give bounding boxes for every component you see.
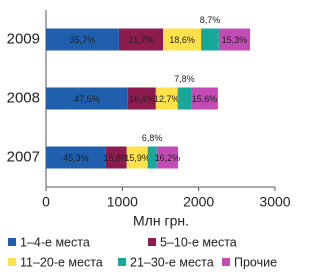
bar-segment <box>118 28 164 51</box>
bar-segment <box>201 28 219 51</box>
bar-segment <box>163 28 202 51</box>
bar-segment <box>218 28 250 51</box>
share-label: 15,8% <box>103 153 129 163</box>
share-label: 21,7% <box>128 35 154 45</box>
share-label: 18,6% <box>169 35 195 45</box>
share-label: 15,6% <box>192 94 218 104</box>
x-tick-label: 1000 <box>107 194 138 210</box>
bar-segment <box>46 146 106 169</box>
legend-label: 21–30-е места <box>130 255 214 269</box>
share-label: 16,2% <box>155 153 181 163</box>
share-label: 6,8% <box>142 133 163 143</box>
bar-segment <box>156 146 179 169</box>
legend-swatch <box>8 238 16 246</box>
legend-swatch <box>118 258 126 266</box>
share-label: 12,7% <box>154 94 180 104</box>
legend-label: 1–4-е места <box>20 235 90 249</box>
x-tick-label: 2000 <box>183 194 214 210</box>
legend-swatch <box>8 258 16 266</box>
bar-segment <box>126 146 148 169</box>
share-label: 47,5% <box>74 94 100 104</box>
chart: Млн грн. 0 1000 2000 3000 2009 35,7% 21,7% 18,6… <box>7 10 291 269</box>
x-tick-label: 3000 <box>259 194 290 210</box>
bar-segment <box>147 146 157 169</box>
x-tick-label: 0 <box>42 194 50 210</box>
share-label: 7,8% <box>174 74 195 84</box>
bar-segment <box>155 87 178 110</box>
y-tick-label: 2007 <box>7 148 40 165</box>
share-label: 15,9% <box>124 153 150 163</box>
share-label: 16,4% <box>129 94 155 104</box>
bar-segment <box>46 87 128 110</box>
bar-segment <box>127 87 156 110</box>
legend-label: Прочие <box>234 255 277 269</box>
bar-segment <box>105 146 127 169</box>
share-label: 45,3% <box>63 153 89 163</box>
bar-segment <box>177 87 192 110</box>
legend-label: 5–10-е места <box>160 235 237 249</box>
y-tick-label: 2008 <box>7 89 40 106</box>
bar-segment <box>191 87 218 110</box>
legend-swatch <box>222 258 230 266</box>
bar-segment <box>46 28 119 51</box>
share-label: 15,3% <box>222 35 248 45</box>
legend-swatch <box>148 238 156 246</box>
y-tick-label: 2009 <box>7 30 40 47</box>
x-axis-title: Млн грн. <box>133 213 189 229</box>
share-label: 8,7% <box>200 15 221 25</box>
legend-label: 11–20-е места <box>20 255 103 269</box>
share-label: 35,7% <box>70 35 96 45</box>
